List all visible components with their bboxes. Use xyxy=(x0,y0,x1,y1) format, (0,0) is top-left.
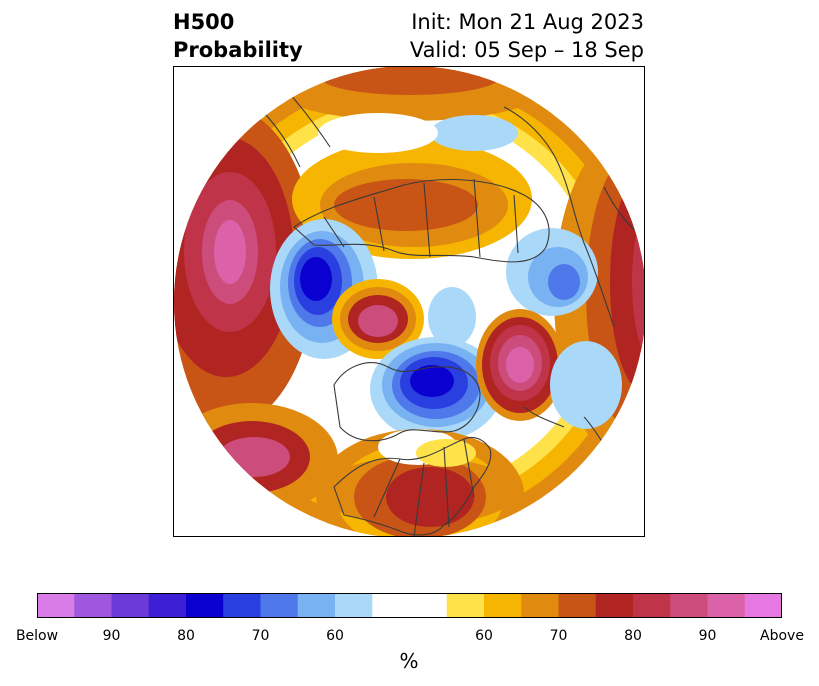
anomaly-north-atlantic-above xyxy=(476,309,564,421)
colorbar-tick-label: 70 xyxy=(251,628,270,644)
title-right: Init: Mon 21 Aug 2023 Valid: 05 Sep – 18… xyxy=(410,8,644,64)
colorbar xyxy=(37,593,782,618)
colorbar-tick-label: 90 xyxy=(102,628,121,644)
anomaly-nw-pacific-above xyxy=(174,403,338,515)
colorbar-swatch xyxy=(74,593,112,618)
colorbar-swatch xyxy=(558,593,597,618)
colorbar-tick-label: 80 xyxy=(624,628,642,644)
colorbar-swatch xyxy=(670,593,708,618)
colorbar-tick-label: 90 xyxy=(698,628,717,644)
anomaly-east-below xyxy=(550,341,622,429)
colorbar-outline xyxy=(37,593,782,618)
colorbar-swatch xyxy=(744,593,782,618)
anomaly-russia-above xyxy=(292,139,532,259)
colorbar-swatch xyxy=(148,593,187,618)
anomaly-north-below xyxy=(430,115,518,151)
anomaly-scandinavia-below xyxy=(506,228,598,316)
colorbar-swatch xyxy=(372,593,448,618)
colorbar-swatch xyxy=(446,593,485,618)
colorbar-tick-label: 60 xyxy=(475,628,493,644)
colorbar-swatch xyxy=(707,593,746,618)
colorbar-swatch xyxy=(484,593,522,618)
colorbar-swatch xyxy=(633,593,671,618)
probability-map xyxy=(174,67,644,536)
colorbar-swatch xyxy=(111,593,150,618)
colorbar-unit-label: % xyxy=(399,649,419,673)
product-label: Probability xyxy=(173,38,303,62)
anomaly-field xyxy=(174,67,644,536)
colorbar-tick-label: Above xyxy=(760,628,804,644)
colorbar-swatch xyxy=(521,593,559,618)
colorbar-swatch xyxy=(335,593,373,618)
colorbar-swatch xyxy=(260,593,299,618)
colorbar-swatches xyxy=(37,593,782,618)
map-frame xyxy=(173,66,645,537)
anomaly-canada-above xyxy=(332,279,424,359)
valid-label: Valid: 05 Sep – 18 Sep xyxy=(409,38,644,62)
colorbar-swatch xyxy=(186,593,224,618)
colorbar-tick-label: 80 xyxy=(177,628,195,644)
anomaly-arctic-below xyxy=(428,287,476,347)
colorbar-tick-label: 60 xyxy=(326,628,344,644)
colorbar-swatch xyxy=(297,593,336,618)
colorbar-swatch xyxy=(37,593,75,618)
colorbar-tick-label: 70 xyxy=(549,628,568,644)
colorbar-tick-label: Below xyxy=(15,628,59,644)
anomaly-hudson-below xyxy=(370,337,502,441)
variable-label: H500 xyxy=(173,10,235,34)
init-label: Init: Mon 21 Aug 2023 xyxy=(411,10,644,34)
colorbar-swatch xyxy=(223,593,261,618)
colorbar-swatch xyxy=(595,593,634,618)
title-left: H500 Probability xyxy=(173,8,303,64)
